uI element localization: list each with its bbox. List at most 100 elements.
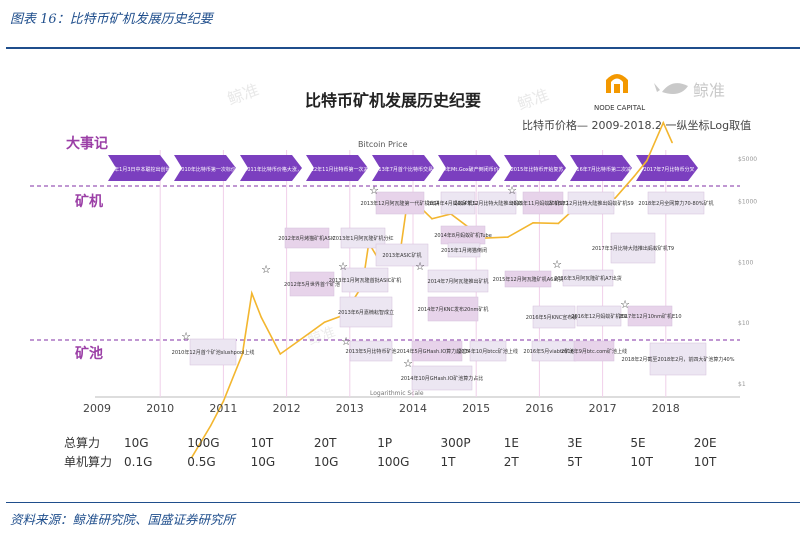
miner-event-box: 2017年12月10nm矿机E10 (618, 305, 682, 327)
figure-caption: 图表 16：比特币矿机发展历史纪要 (10, 12, 213, 27)
x-tick-label: 2014 (399, 402, 427, 415)
event-box-bg (477, 191, 517, 215)
row-label-miners: 矿机 (75, 193, 103, 210)
event-box-bg (562, 269, 614, 287)
miner-event-box: 2013年1月阿瓦隆矿机分红 (333, 227, 394, 249)
event-box-bg (573, 340, 615, 362)
event-arrow-shape (372, 155, 434, 181)
pool-event-box: 2013年5月比特币矿池 (346, 340, 397, 362)
event-box-text: 2013年5月比特币矿池 (346, 348, 397, 355)
total-hashrate-label: 总算力 (64, 435, 100, 450)
miner-event-box: 2012年5月世界首个矿池 (284, 271, 340, 297)
miner-event-box: 2016年12月比特大陆推出蚂蚁矿机S9 (548, 191, 634, 215)
total-hashrate-value: 10G (124, 436, 149, 450)
event-arrow: 2013年7月首个比特币交易所 (372, 155, 438, 181)
event-box-bg (440, 191, 476, 215)
total-hashrate-value: 20E (694, 436, 717, 450)
single-hashrate-label: 单机算力 (64, 454, 112, 469)
star-icon: ☆ (181, 330, 191, 343)
event-arrow-text: 2010年比特币第一次标价 (178, 166, 236, 173)
event-box-text: 2014年5月GHash.IO算力超过50% (397, 348, 478, 355)
watermark: 鲸准 (515, 85, 552, 114)
y-tick-label: $10 (738, 320, 750, 327)
event-box-text: 2013年ASIC矿机 (382, 252, 421, 259)
top-divider (6, 47, 800, 49)
event-box-bg (522, 191, 564, 215)
event-box-text: 2014年7月KNC发布20nm矿机 (418, 306, 489, 313)
single-hashrate-value: 5T (567, 455, 583, 469)
row-label-events: 大事记 (66, 135, 108, 152)
price-point (241, 353, 244, 355)
star-icon: ☆ (341, 335, 351, 348)
single-hashrate-value: 2T (504, 455, 520, 469)
miner-event-box: 2014年7月阿瓦隆推出矿机 (428, 269, 489, 293)
jingzhun-logo: 鲸准 (654, 81, 725, 100)
event-box-text: 2012年5月世界首个矿池 (284, 281, 340, 288)
node-capital-mark-icon (614, 84, 620, 93)
x-tick-label: 2015 (462, 402, 490, 415)
star-icon: ☆ (369, 184, 379, 197)
pool-event-box: 2010年12月首个矿池slushpool上线 (172, 338, 254, 366)
price-point (507, 236, 509, 238)
miner-event-box: 2014年8月蚂蚁矿机Tube (434, 225, 492, 245)
event-arrow-shape (570, 155, 632, 181)
star-icon: ☆ (415, 260, 425, 273)
y-tick-label: $5000 (738, 156, 757, 163)
miner-event-box: 2014年4月蚂蚁矿机S2出货 (427, 191, 489, 215)
y-tick-label: $1000 (738, 199, 757, 206)
miner-event-box: 2013年1月阿瓦隆首批ASIC矿机 (329, 267, 401, 293)
node-capital-text: NODE CAPITAL (594, 104, 645, 112)
x-tick-label: 2017 (589, 402, 617, 415)
x-tick-label: 2012 (273, 402, 301, 415)
star-icon: ☆ (507, 184, 517, 197)
miner-event-box: 2014年7月KNC发布20nm矿机 (418, 296, 489, 322)
event-box-text: 2013年1月阿瓦隆矿机分红 (333, 235, 394, 242)
event-box-bg (649, 342, 707, 376)
event-arrow-text: 2017年7月比特币分叉 (644, 166, 695, 173)
event-arrow-text: 2012年11月比特币第一次减半 (304, 166, 373, 173)
miner-event-box: 2016年12月蚂蚁矿机E9 (571, 305, 627, 327)
miner-event-box: 2014年12月比特大陆推出蚂蚁矿机S5 (454, 191, 540, 215)
event-arrow: 2016年7月比特币第二次减半 (570, 155, 636, 181)
price-point (557, 222, 560, 225)
total-hashrate-value: 5E (630, 436, 645, 450)
miner-event-box: 2016年3月阿瓦隆矿机A7出货 (554, 269, 622, 287)
scale-label: Logarithmic Scale (370, 390, 424, 397)
event-box-bg (504, 270, 552, 288)
price-point (209, 424, 212, 427)
event-box-bg (532, 305, 576, 329)
whale-icon (662, 83, 688, 94)
event-box-bg (447, 242, 481, 258)
event-box-bg (427, 296, 479, 322)
pool-event-box: 2014年10月btcc矿池上线 (458, 340, 518, 362)
event-box-text: 2015年11月蚂蚁矿机S7发布 (510, 200, 575, 207)
event-box-text: 2016年12月蚂蚁矿机E9 (571, 313, 626, 320)
pool-event-box: 2014年10月GHash.IO矿池算力占比 (401, 365, 484, 391)
event-box-bg (284, 227, 330, 249)
event-box-bg (567, 191, 615, 215)
event-box-text: 2013年1月阿瓦隆首批ASIC矿机 (329, 277, 401, 284)
price-point (671, 141, 673, 144)
event-arrow: 2010年比特币第一次标价 (174, 155, 236, 181)
star-icon: ☆ (620, 298, 630, 311)
event-box-text: 2014年10月GHash.IO矿池算力占比 (401, 375, 484, 382)
x-tick-label: 2011 (209, 402, 237, 415)
event-box-text: 2018年2月全网算力70-80%矿机 (638, 200, 713, 207)
event-box-text: 2016年5月viabtc矿池上线 (523, 348, 584, 355)
event-box-bg (375, 191, 425, 215)
price-point (633, 175, 635, 178)
single-hashrate-value: 10G (251, 455, 276, 469)
event-box-text: 2014年7月阿瓦隆推出矿机 (428, 278, 489, 285)
price-point (532, 222, 534, 224)
star-icon: ☆ (338, 260, 348, 273)
total-hashrate-value: 1P (377, 436, 392, 450)
event-box-text: 2013年6月嘉楠耘智成立 (338, 309, 394, 316)
star-icon: ☆ (403, 357, 413, 370)
event-arrow-shape (438, 155, 500, 181)
pool-event-box: 2016年9月btc.com矿池上线 (561, 340, 627, 362)
price-point (646, 159, 648, 162)
price-point (614, 197, 617, 199)
price-point (260, 316, 263, 319)
watermark: 鲸准 (306, 324, 338, 349)
